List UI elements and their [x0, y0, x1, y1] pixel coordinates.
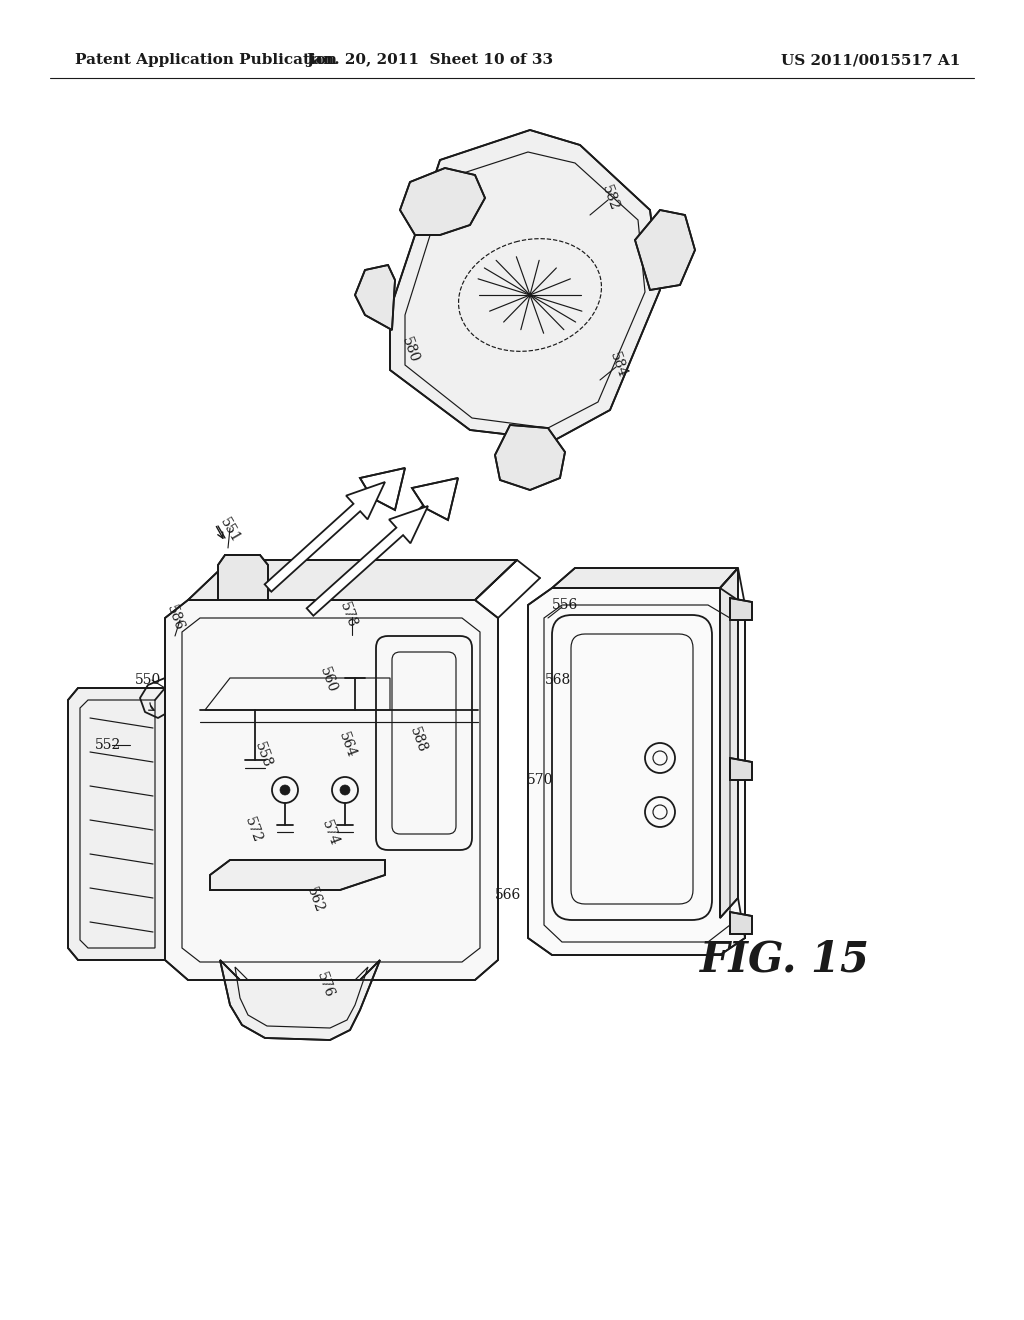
Polygon shape	[188, 560, 517, 601]
Text: 556: 556	[552, 598, 579, 612]
Text: 570: 570	[526, 774, 553, 787]
Polygon shape	[400, 168, 485, 235]
Polygon shape	[528, 587, 745, 954]
Text: 552: 552	[95, 738, 121, 752]
Text: 574: 574	[318, 818, 341, 847]
Text: Jan. 20, 2011  Sheet 10 of 33: Jan. 20, 2011 Sheet 10 of 33	[306, 53, 554, 67]
Circle shape	[340, 785, 350, 795]
Polygon shape	[218, 554, 268, 601]
Text: 580: 580	[399, 335, 421, 364]
Polygon shape	[552, 568, 738, 587]
Text: FIG. 15: FIG. 15	[700, 939, 870, 981]
Polygon shape	[165, 601, 498, 979]
Text: 558: 558	[252, 741, 274, 770]
Polygon shape	[360, 469, 406, 510]
Text: 550: 550	[135, 673, 161, 686]
Polygon shape	[355, 265, 395, 330]
Text: 582: 582	[599, 183, 622, 213]
Text: 586: 586	[164, 603, 186, 632]
Text: 560: 560	[317, 665, 339, 694]
Polygon shape	[210, 861, 385, 890]
Circle shape	[280, 785, 290, 795]
Text: 568: 568	[545, 673, 571, 686]
Text: 588: 588	[407, 725, 429, 755]
Polygon shape	[412, 478, 458, 520]
Text: 551: 551	[217, 515, 243, 545]
Polygon shape	[720, 568, 738, 917]
Text: 584: 584	[607, 350, 629, 380]
Polygon shape	[264, 482, 385, 591]
Text: 572: 572	[242, 816, 264, 845]
Text: 576: 576	[314, 970, 336, 999]
Polygon shape	[635, 210, 695, 290]
Polygon shape	[68, 688, 165, 960]
Polygon shape	[495, 425, 565, 490]
Polygon shape	[390, 129, 660, 440]
Polygon shape	[730, 912, 752, 935]
Text: US 2011/0015517 A1: US 2011/0015517 A1	[780, 53, 961, 67]
Polygon shape	[220, 960, 380, 1040]
Polygon shape	[306, 506, 428, 615]
Text: 562: 562	[304, 886, 326, 915]
Text: 564: 564	[336, 730, 358, 760]
Text: 578: 578	[337, 601, 359, 630]
Polygon shape	[730, 758, 752, 780]
Text: 566: 566	[495, 888, 521, 902]
Polygon shape	[730, 598, 752, 620]
Text: Patent Application Publication: Patent Application Publication	[75, 53, 337, 67]
